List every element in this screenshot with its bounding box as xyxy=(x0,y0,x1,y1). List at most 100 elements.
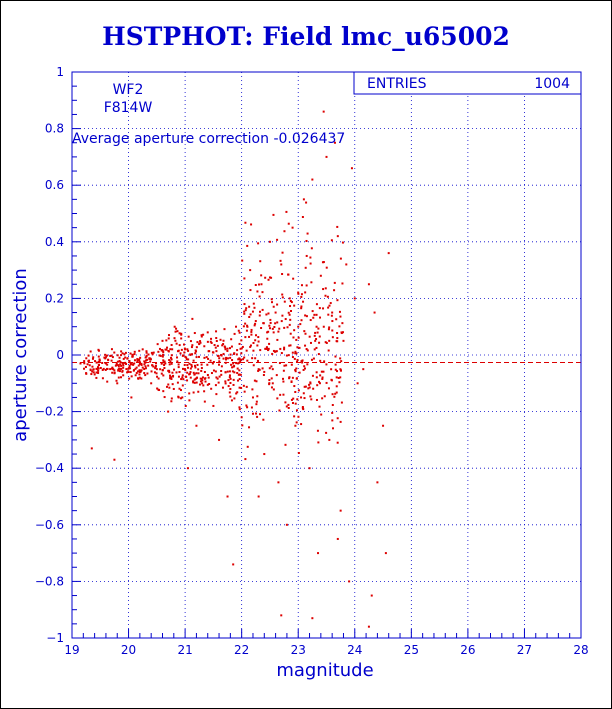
data-point xyxy=(178,344,181,347)
data-point xyxy=(251,388,254,391)
data-point xyxy=(237,329,240,332)
tick-marks xyxy=(71,71,582,639)
data-point xyxy=(235,325,238,328)
y-tick-label: 0.4 xyxy=(45,235,64,249)
y-axis-title: aperture correction xyxy=(10,268,31,442)
data-point xyxy=(154,364,157,367)
data-point xyxy=(315,376,318,379)
data-point xyxy=(191,353,194,356)
data-point xyxy=(161,349,164,352)
data-point xyxy=(262,322,265,325)
data-point xyxy=(185,358,188,361)
data-point xyxy=(340,332,343,335)
data-point xyxy=(188,362,191,365)
data-point xyxy=(170,377,173,380)
data-point xyxy=(229,381,232,384)
data-point xyxy=(169,376,172,379)
data-point xyxy=(226,370,229,373)
data-point xyxy=(246,324,249,327)
data-point xyxy=(97,348,100,351)
data-point xyxy=(179,397,182,400)
data-point xyxy=(280,352,283,355)
data-point xyxy=(128,364,131,367)
data-point xyxy=(268,276,271,279)
data-point xyxy=(318,380,321,383)
data-point xyxy=(302,392,305,395)
data-point xyxy=(300,305,303,308)
data-point xyxy=(203,400,206,403)
data-point xyxy=(326,295,329,298)
data-point xyxy=(156,375,159,378)
data-point xyxy=(293,357,296,360)
data-point xyxy=(192,391,195,394)
data-point xyxy=(325,341,328,344)
data-point xyxy=(240,386,243,389)
data-point xyxy=(315,313,318,316)
data-point xyxy=(294,424,297,427)
data-point xyxy=(91,365,94,368)
data-point xyxy=(175,371,178,374)
data-point xyxy=(129,362,132,365)
data-point xyxy=(83,362,86,365)
data-point xyxy=(202,333,205,336)
data-point xyxy=(327,328,330,331)
data-point xyxy=(260,274,263,277)
data-point xyxy=(316,331,319,334)
data-point xyxy=(298,371,301,374)
data-point xyxy=(305,348,308,351)
data-point xyxy=(236,391,239,394)
data-point xyxy=(250,406,253,409)
data-point xyxy=(106,380,109,383)
data-point xyxy=(325,381,328,384)
data-point xyxy=(333,281,336,284)
data-point xyxy=(291,351,294,354)
data-point xyxy=(206,383,209,386)
data-point xyxy=(304,385,307,388)
data-point xyxy=(181,376,184,379)
data-point xyxy=(238,408,241,411)
data-point xyxy=(226,349,229,352)
data-point xyxy=(256,344,259,347)
data-point xyxy=(104,356,107,359)
data-point xyxy=(301,361,304,364)
data-point xyxy=(115,379,118,382)
data-point xyxy=(285,354,288,357)
data-point xyxy=(324,341,327,344)
data-point xyxy=(320,370,323,373)
data-point xyxy=(313,313,316,316)
data-point xyxy=(203,345,206,348)
data-point xyxy=(157,377,160,380)
x-tick-label: 25 xyxy=(404,643,419,657)
data-point xyxy=(210,372,213,375)
data-point xyxy=(144,365,147,368)
data-point xyxy=(370,594,373,597)
data-point xyxy=(144,374,147,377)
data-point xyxy=(92,371,95,374)
data-point xyxy=(272,388,275,391)
data-point xyxy=(334,363,337,366)
data-point xyxy=(222,343,225,346)
data-point xyxy=(258,368,261,371)
data-point xyxy=(221,386,224,389)
data-point xyxy=(163,367,166,370)
data-point xyxy=(160,372,163,375)
data-point xyxy=(210,341,213,344)
data-point xyxy=(187,358,190,361)
data-point xyxy=(292,336,295,339)
data-point xyxy=(181,396,184,399)
data-point xyxy=(129,371,132,374)
data-point xyxy=(300,319,303,322)
data-point xyxy=(169,348,172,351)
data-point xyxy=(174,339,177,342)
y-tick-label: −0.8 xyxy=(35,574,64,588)
stats-box-border xyxy=(353,71,582,95)
data-point xyxy=(256,395,259,398)
data-point xyxy=(312,316,315,319)
data-point xyxy=(331,329,334,332)
data-point xyxy=(116,354,119,357)
data-point xyxy=(211,362,214,365)
data-point xyxy=(138,373,141,376)
data-point xyxy=(228,391,231,394)
data-point xyxy=(297,451,300,454)
data-point xyxy=(283,230,286,233)
